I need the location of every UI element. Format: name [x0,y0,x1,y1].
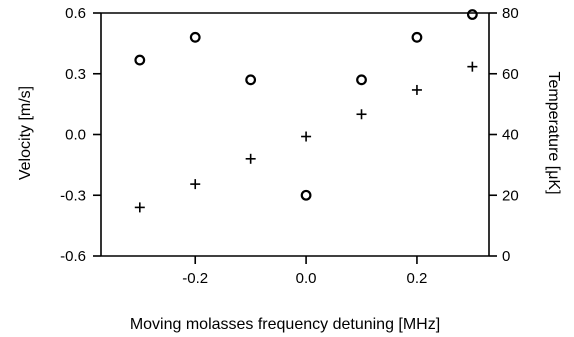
plus-marker [190,179,201,190]
x-axis-title: Moving molasses frequency detuning [MHz] [130,316,440,333]
y-right-tick-label: 0 [502,248,510,265]
circle-marker [466,9,478,20]
y-right-tick-label: 20 [502,187,519,204]
circle-marker [245,74,257,86]
y-right-tick-label: 60 [502,66,519,83]
y-left-tick-label: 0.3 [65,66,86,83]
plus-marker [467,61,478,72]
y-left-tick-label: -0.6 [60,248,86,265]
plus-marker [411,84,422,95]
x-tick-label: 0.2 [407,270,428,287]
circle-marker [134,54,146,66]
plus-marker [134,202,145,213]
circle-marker [356,74,367,86]
y-left-tick-label: 0.0 [65,127,86,144]
plus-marker [356,109,367,120]
circle-marker [411,31,423,43]
circle-marker [189,31,201,43]
y-left-tick-label: -0.3 [60,187,86,204]
y-axis-right-title: Temperature [μK] [545,71,562,194]
circle-marker [300,189,312,201]
y-axis-left-title: Velocity [m/s] [17,86,34,180]
y-left-tick-label: 0.6 [65,5,86,22]
axes [100,12,490,257]
plus-marker [245,153,256,164]
x-tick-label: 0.0 [296,270,317,287]
data-marks [134,9,478,213]
x-tick-label: -0.2 [182,270,208,287]
y-right-tick-label: 80 [502,5,519,22]
y-right-tick-label: 40 [502,127,519,144]
ticks: -0.2 0.0 0.2 0.6 0.3 0.0 -0.3 -0.6 80 60 40 20 0 [60,5,519,287]
plus-marker [301,131,312,142]
